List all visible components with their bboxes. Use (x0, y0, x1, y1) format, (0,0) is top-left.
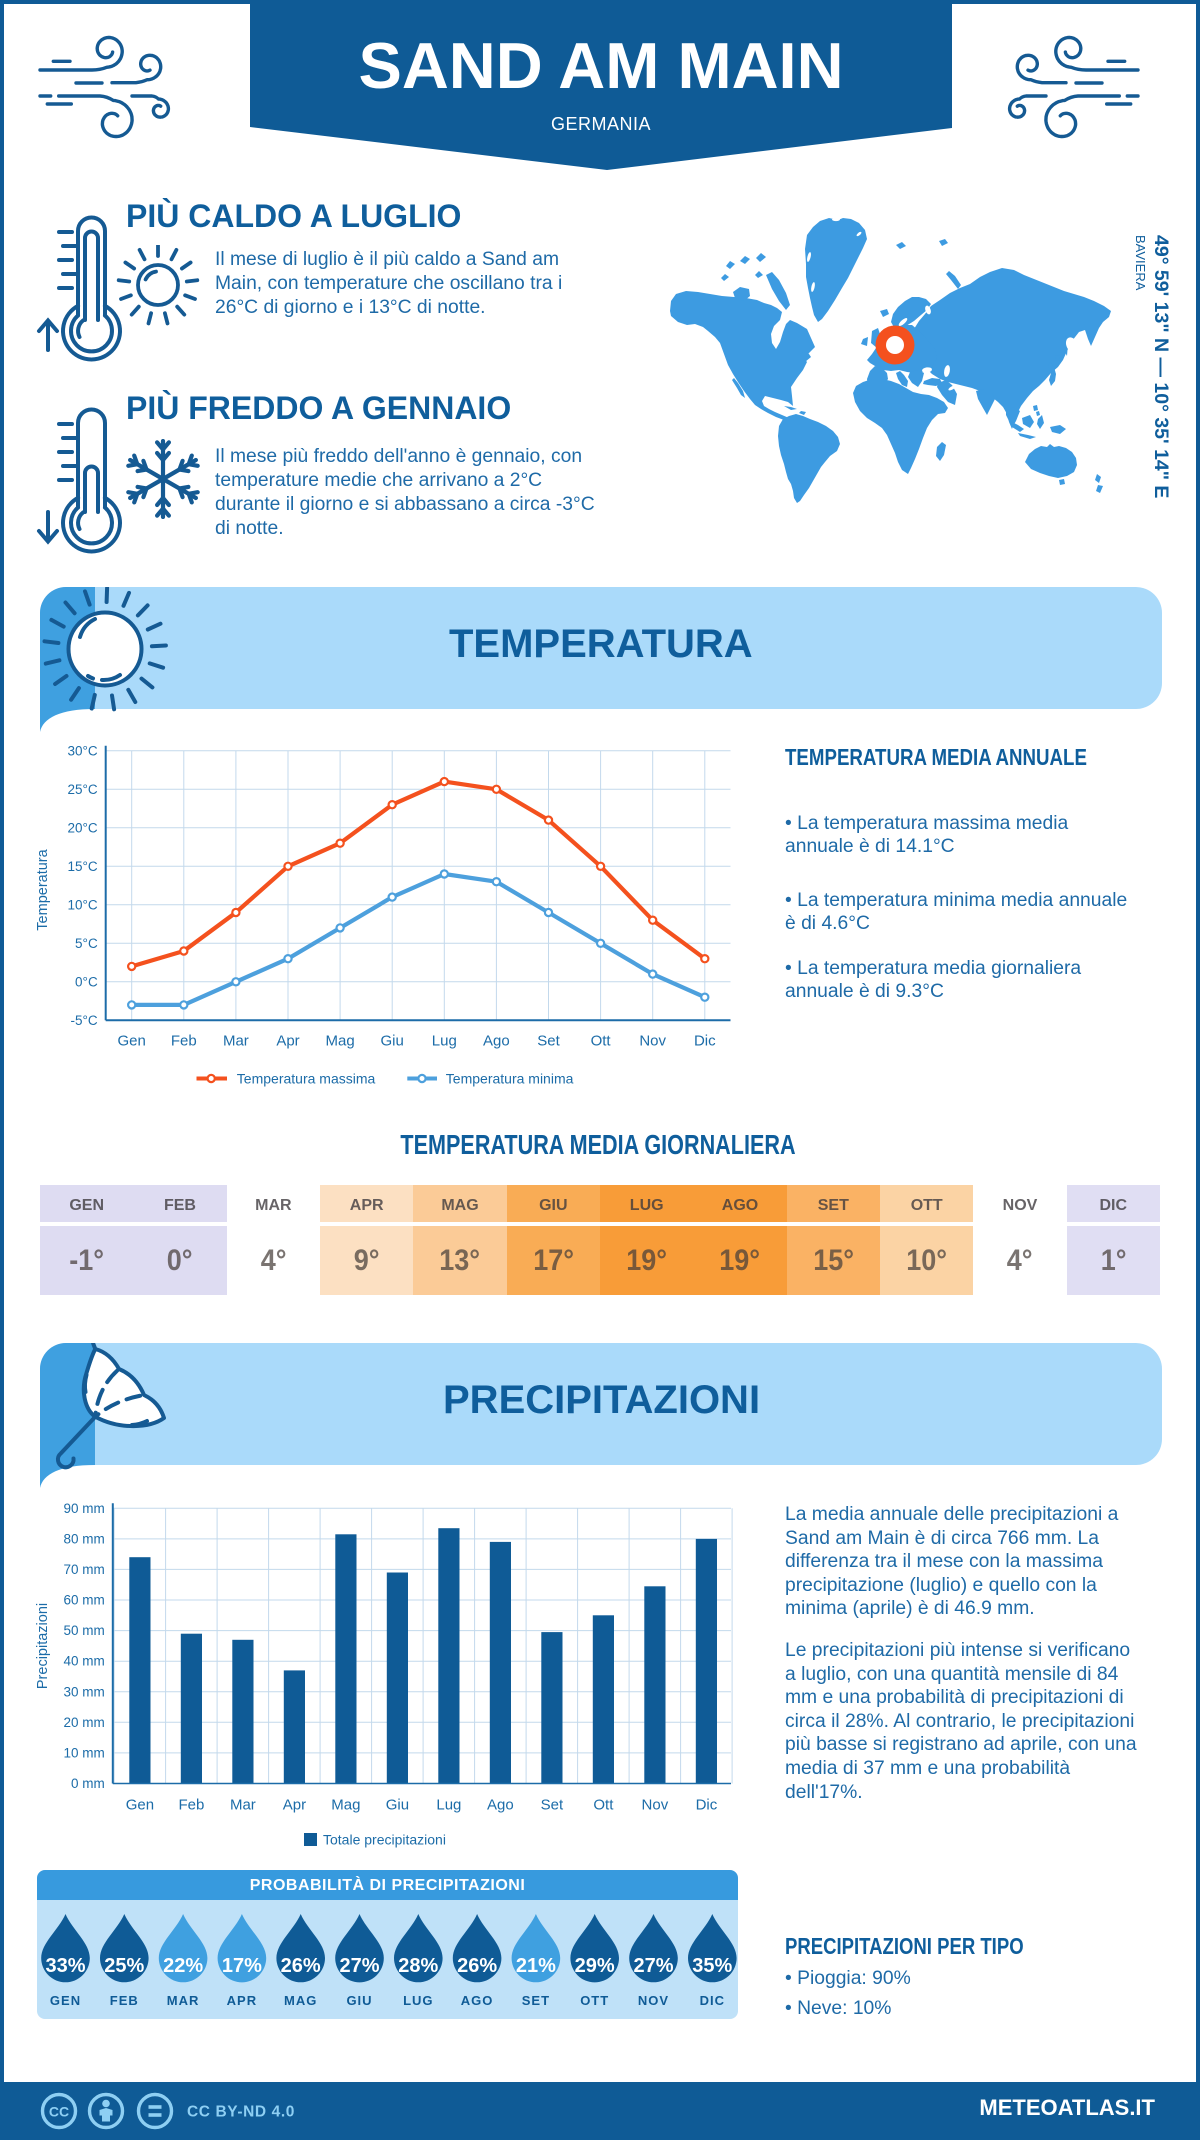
svg-text:Lug: Lug (432, 1032, 457, 1049)
svg-text:35%: 35% (692, 1955, 732, 1977)
svg-text:26%: 26% (457, 1955, 497, 1977)
svg-text:30°C: 30°C (68, 743, 98, 758)
svg-text:40 mm: 40 mm (64, 1654, 105, 1669)
svg-text:30 mm: 30 mm (64, 1684, 105, 1699)
svg-text:Lug: Lug (436, 1797, 461, 1814)
svg-text:28%: 28% (398, 1955, 438, 1977)
svg-text:Totale precipitazioni: Totale precipitazioni (323, 1832, 446, 1848)
svg-text:25°C: 25°C (68, 782, 98, 797)
svg-text:Apr: Apr (276, 1032, 299, 1049)
svg-text:LUG: LUG (403, 1993, 433, 2008)
svg-text:GIU: GIU (346, 1993, 372, 2008)
svg-text:Mag: Mag (331, 1797, 360, 1814)
svg-text:20 mm: 20 mm (64, 1715, 105, 1730)
svg-text:Ott: Ott (593, 1797, 614, 1814)
svg-text:Ago: Ago (483, 1032, 510, 1049)
svg-text:AGO: AGO (461, 1993, 494, 2008)
svg-text:21%: 21% (516, 1955, 556, 1977)
svg-text:10°C: 10°C (68, 897, 98, 912)
svg-text:15°C: 15°C (68, 859, 98, 874)
svg-text:27%: 27% (633, 1955, 673, 1977)
svg-text:Temperatura massima: Temperatura massima (237, 1071, 376, 1087)
svg-text:Gen: Gen (118, 1032, 146, 1049)
svg-text:26%: 26% (281, 1955, 321, 1977)
svg-text:90 mm: 90 mm (64, 1501, 105, 1516)
svg-text:0°C: 0°C (75, 974, 98, 989)
svg-text:0 mm: 0 mm (71, 1776, 105, 1791)
svg-text:5°C: 5°C (75, 936, 98, 951)
svg-text:MAR: MAR (167, 1993, 200, 2008)
svg-text:70 mm: 70 mm (64, 1562, 105, 1577)
svg-text:Nov: Nov (642, 1797, 669, 1814)
svg-text:CC: CC (49, 2104, 69, 2120)
svg-text:Ago: Ago (487, 1797, 514, 1814)
svg-text:Set: Set (541, 1797, 564, 1814)
svg-text:33%: 33% (45, 1955, 85, 1977)
svg-text:60 mm: 60 mm (64, 1593, 105, 1608)
svg-text:APR: APR (227, 1993, 257, 2008)
svg-text:27%: 27% (339, 1955, 379, 1977)
svg-text:10 mm: 10 mm (64, 1745, 105, 1760)
svg-text:Temperatura minima: Temperatura minima (446, 1071, 574, 1087)
svg-text:Apr: Apr (283, 1797, 306, 1814)
svg-text:50 mm: 50 mm (64, 1623, 105, 1638)
svg-text:Mag: Mag (326, 1032, 355, 1049)
svg-text:17%: 17% (222, 1955, 262, 1977)
svg-text:80 mm: 80 mm (64, 1531, 105, 1546)
svg-text:Giu: Giu (386, 1797, 409, 1814)
svg-text:Precipitazioni: Precipitazioni (35, 1603, 51, 1689)
svg-text:20°C: 20°C (68, 820, 98, 835)
svg-text:Set: Set (537, 1032, 560, 1049)
svg-text:OTT: OTT (580, 1993, 609, 2008)
svg-text:Ott: Ott (591, 1032, 612, 1049)
svg-text:22%: 22% (163, 1955, 203, 1977)
svg-text:FEB: FEB (110, 1993, 139, 2008)
svg-text:29%: 29% (575, 1955, 615, 1977)
svg-text:Dic: Dic (696, 1797, 718, 1814)
svg-text:SET: SET (522, 1993, 550, 2008)
svg-text:MAG: MAG (284, 1993, 317, 2008)
svg-text:DIC: DIC (700, 1993, 725, 2008)
svg-text:Mar: Mar (230, 1797, 256, 1814)
svg-text:Feb: Feb (178, 1797, 204, 1814)
svg-text:CC BY-ND 4.0: CC BY-ND 4.0 (187, 2104, 295, 2121)
svg-text:NOV: NOV (638, 1993, 669, 2008)
svg-text:Gen: Gen (126, 1797, 154, 1814)
svg-text:Mar: Mar (223, 1032, 249, 1049)
svg-text:Nov: Nov (639, 1032, 666, 1049)
svg-text:25%: 25% (104, 1955, 144, 1977)
svg-text:Feb: Feb (171, 1032, 197, 1049)
svg-text:Dic: Dic (694, 1032, 716, 1049)
svg-text:GEN: GEN (50, 1993, 81, 2008)
svg-text:Giu: Giu (381, 1032, 404, 1049)
svg-text:-5°C: -5°C (71, 1013, 98, 1028)
svg-text:Temperatura: Temperatura (35, 848, 51, 930)
